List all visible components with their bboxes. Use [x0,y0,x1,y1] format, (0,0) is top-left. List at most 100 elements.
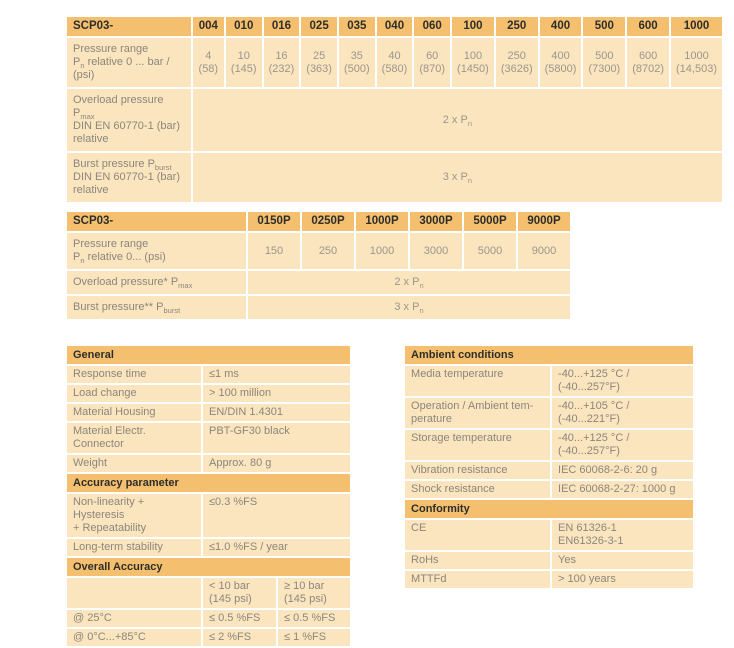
table-row: Media temperature -40...+125 °C / (-40...2… [405,366,694,396]
table-row: @ 0°C...+85°C ≤ 2 %FS ≤ 1 %FS [67,629,351,646]
table-row: Overall Accuracy [67,558,351,576]
column-header: 010 [225,17,262,36]
value-cell: ≤ 0.5 %FS [203,610,276,627]
table-row: CE EN 61326-1 EN61326-3-1 [405,520,694,550]
row-label: Vibration resistance [405,462,551,479]
value-cell: 60 (870) [414,38,451,87]
row-label: Material Electr. Connector [67,423,201,453]
header-row: SCP03- 0150P 0250P 1000P 3000P 5000P 9000P [67,212,570,231]
row-label: Weight [67,455,201,472]
span-value-cell: 2 x Pn [248,271,570,294]
value-cell: 10 (145) [225,38,262,87]
value-cell: 250 [302,233,354,269]
table-row: Weight Approx. 80 g [67,455,351,472]
row-label: MTTFd [405,571,551,588]
column-header: 040 [376,17,413,36]
value-cell: ≤ 1 %FS [278,629,351,646]
section-header: Overall Accuracy [67,558,351,576]
row-label: Response time [67,366,201,383]
row-label: Operation / Ambient tem-perature [405,398,551,428]
table-row: Response time ≤1 ms [67,366,351,383]
value-cell: EN/DIN 1.4301 [203,404,351,421]
ambient-conformity-table: Ambient conditions Media temperature -40..… [403,344,695,590]
column-header: 1000 [671,17,722,36]
value-cell: 5000 [464,233,516,269]
value-cell: 400 (5800) [539,38,582,87]
value-cell: ≥ 10 bar (145 psi) [278,578,351,608]
table-row: Overload pressure* Pmax 2 x Pn [67,271,570,294]
table-row: Long-term stability ≤1.0 %FS / year [67,539,351,556]
column-header: 600 [627,17,670,36]
table-row: Vibration resistance IEC 60068-2-6: 20 g [405,462,694,479]
table-title: SCP03- [67,17,191,36]
value-cell: ≤0.3 %FS [203,494,351,537]
table-row: Load change > 100 million [67,385,351,402]
value-cell: 150 [248,233,300,269]
value-cell: 9000 [518,233,570,269]
table-title: SCP03- [67,212,246,231]
value-cell: IEC 60068-2-6: 20 g [552,462,694,479]
column-header: 0150P [248,212,300,231]
column-header: 035 [338,17,375,36]
table-row: < 10 bar (145 psi) ≥ 10 bar (145 psi) [67,578,351,608]
table-row: Burst pressure Pburst DIN EN 60770-1 (bar… [67,153,722,202]
row-label: Load change [67,385,201,402]
column-header: 9000P [518,212,570,231]
row-label: CE [405,520,551,550]
value-cell: > 100 years [552,571,694,588]
value-cell: 3000 [410,233,462,269]
span-value-cell: 2 x Pn [192,89,722,151]
table-row: Burst pressure** Pburst 3 x Pn [67,296,570,319]
value-cell: IEC 60068-2-27: 1000 g [552,481,694,498]
value-cell: -40...+105 °C / (-40...221°F) [552,398,694,428]
datasheet-page: SCP03- 004 010 016 025 035 040 060 100 250 400 500 6… [65,15,724,648]
section-header: Conformity [405,500,694,518]
table-row: Pressure range Pn relative 0 ... bar / (p… [67,38,722,87]
row-label: Pressure range Pn relative 0 ... bar / (p… [67,38,191,87]
table-row: Pressure range Pn relative 0... (psi) 150 2… [67,233,570,269]
value-cell: 250 (3626) [495,38,538,87]
table-row: MTTFd > 100 years [405,571,694,588]
pressure-range-table-bar: SCP03- 004 010 016 025 035 040 060 100 250 400 500 6… [65,15,724,204]
column-header: 5000P [464,212,516,231]
value-cell: 600 (8702) [627,38,670,87]
table-row: Storage temperature -40...+125 °C / (-40..… [405,430,694,460]
value-cell: 16 (232) [263,38,300,87]
column-header: 060 [414,17,451,36]
column-header: 100 [452,17,494,36]
table-row: @ 25°C ≤ 0.5 %FS ≤ 0.5 %FS [67,610,351,627]
value-cell: > 100 million [203,385,351,402]
value-cell: EN 61326-1 EN61326-3-1 [552,520,694,550]
column-header: 250 [495,17,538,36]
value-cell: 100 (1450) [452,38,494,87]
section-header: General [67,346,351,364]
value-cell: 4 (58) [192,38,224,87]
row-label: Media temperature [405,366,551,396]
row-label: @ 0°C...+85°C [67,629,201,646]
value-cell: Approx. 80 g [203,455,351,472]
column-header: 016 [263,17,300,36]
value-cell: -40...+125 °C / (-40...257°F) [552,430,694,460]
section-header: Accuracy parameter [67,474,351,492]
row-label: Non-linearity + Hysteresis + Repeatabilit… [67,494,201,537]
table-row: Ambient conditions [405,346,694,364]
value-cell: 1000 (14,503) [671,38,722,87]
column-header: 0250P [302,212,354,231]
table-row: Shock resistance IEC 60068-2-27: 1000 g [405,481,694,498]
value-cell: ≤ 0.5 %FS [278,610,351,627]
general-accuracy-table: General Response time ≤1 ms Load change > 10… [65,344,352,648]
table-row: Overload pressure Pmax DIN EN 60770-1 (ba… [67,89,722,151]
table-row: RoHs Yes [405,552,694,569]
table-row: Material Electr. Connector PBT-GF30 black [67,423,351,453]
spec-tables-section: General Response time ≤1 ms Load change > 10… [65,344,724,648]
value-cell: ≤1 ms [203,366,351,383]
section-header: Ambient conditions [405,346,694,364]
value-cell: ≤ 2 %FS [203,629,276,646]
value-cell: < 10 bar (145 psi) [203,578,276,608]
row-label: Shock resistance [405,481,551,498]
row-label: Storage temperature [405,430,551,460]
span-value-cell: 3 x Pn [192,153,722,202]
column-header: 004 [192,17,224,36]
column-header: 025 [301,17,337,36]
pressure-range-table-psi: SCP03- 0150P 0250P 1000P 3000P 5000P 9000P Pres… [65,210,572,321]
